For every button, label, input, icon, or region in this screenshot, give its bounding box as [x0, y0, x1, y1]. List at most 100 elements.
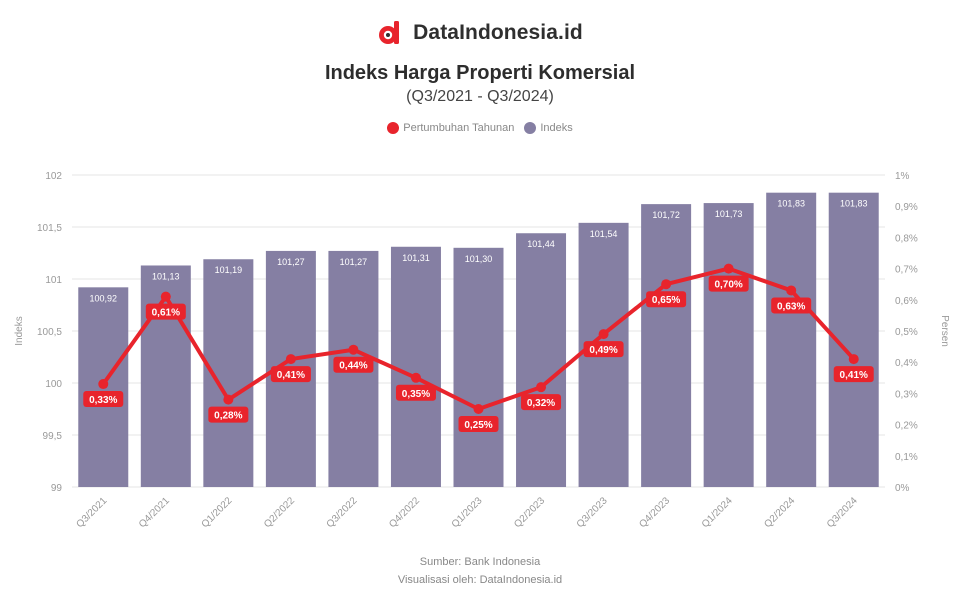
- line-label-box: [270, 366, 311, 383]
- y-left-tick-label: 102: [45, 171, 62, 182]
- x-tick-label: Q2/2023: [512, 495, 547, 530]
- line-value-label: 0,44%: [339, 361, 367, 372]
- y-right-tick-label: 0,4%: [895, 358, 918, 369]
- legend-label-growth: Pertumbuhan Tahunan: [403, 122, 515, 134]
- x-tick-label: Q4/2021: [137, 495, 172, 530]
- y-right-tick-label: 0,1%: [895, 452, 918, 463]
- brand-name: DataIndonesia.id: [413, 21, 583, 44]
- line-label-box: [395, 384, 436, 401]
- line-label-box: [646, 291, 687, 308]
- y-right-tick-label: 0,2%: [895, 421, 918, 432]
- legend-swatch-index: [524, 122, 537, 134]
- line-point: [285, 354, 296, 365]
- legend-swatch-growth: [387, 122, 400, 134]
- legend-item-index[interactable]: Indeks: [524, 122, 573, 134]
- bar-value-label: 101,83: [840, 199, 868, 209]
- line-point: [223, 394, 234, 405]
- bar-value-label: 101,19: [215, 265, 243, 275]
- y-right-tick-label: 0,3%: [895, 389, 918, 400]
- line-value-label: 0,41%: [840, 370, 868, 381]
- x-tick-label: Q2/2022: [262, 495, 297, 530]
- x-tick-label: Q3/2021: [74, 495, 109, 530]
- y-right-tick-label: 0,8%: [895, 233, 918, 244]
- y-right-tick-label: 1%: [895, 171, 910, 182]
- bar: [140, 265, 191, 487]
- line-point: [848, 354, 859, 365]
- line-label-box: [708, 275, 749, 292]
- line-label-box: [771, 297, 812, 314]
- y-right-tick-label: 0,9%: [895, 202, 918, 213]
- line-label-box: [333, 356, 374, 373]
- bar-value-label: 101,31: [402, 253, 430, 263]
- bar: [641, 204, 692, 487]
- line-point: [536, 382, 547, 393]
- x-tick-label: Q3/2023: [575, 495, 610, 530]
- line-value-label: 0,28%: [214, 411, 242, 422]
- line-label-box: [521, 394, 562, 411]
- line-label-box: [458, 416, 499, 432]
- line-label-box: [833, 366, 874, 383]
- y-right-tick-label: 0%: [895, 483, 910, 494]
- line-value-label: 0,49%: [589, 345, 617, 356]
- brand-logo-icon: [379, 21, 400, 44]
- bar-value-label: 101,13: [152, 271, 180, 281]
- bar-value-label: 101,27: [340, 257, 368, 267]
- line-point: [348, 344, 359, 355]
- line-point: [473, 404, 484, 414]
- y-left-tick-label: 100,5: [37, 327, 62, 338]
- brand-header: DataIndonesia.id: [0, 20, 960, 46]
- source-line: Sumber: Bank Indonesia: [419, 556, 541, 568]
- legend-label-index: Indeks: [540, 122, 573, 134]
- bar-value-label: 101,72: [652, 210, 680, 220]
- y-left-tick-label: 99: [51, 483, 63, 494]
- x-tick-label: Q1/2023: [450, 495, 485, 530]
- line-label-box: [145, 303, 186, 320]
- bar: [516, 233, 567, 487]
- line-value-label: 0,63%: [777, 301, 805, 312]
- line-point: [661, 279, 672, 290]
- bar-value-label: 101,54: [590, 229, 618, 239]
- line-point: [723, 263, 734, 274]
- line-value-label: 0,25%: [464, 420, 492, 431]
- chart-subtitle: (Q3/2021 - Q3/2024): [406, 88, 554, 105]
- y-right-tick-label: 0,7%: [895, 265, 918, 276]
- line-value-label: 0,41%: [277, 370, 305, 381]
- x-tick-label: Q3/2024: [825, 495, 860, 530]
- bar-value-label: 101,27: [277, 257, 305, 267]
- bar-value-label: 100,92: [90, 293, 118, 303]
- y-left-tick-label: 100: [45, 379, 62, 390]
- x-tick-label: Q4/2023: [637, 495, 672, 530]
- line-point: [598, 329, 609, 340]
- line-point: [98, 379, 109, 390]
- chart-title: Indeks Harga Properti Komersial: [324, 62, 636, 84]
- line-value-label: 0,33%: [89, 395, 117, 406]
- credit-line: Visualisasi oleh: DataIndonesia.id: [397, 574, 563, 586]
- chart-legend: Pertumbuhan Tahunan Indeks: [0, 122, 960, 134]
- bar: [390, 246, 441, 487]
- y-left-tick-label: 101: [45, 275, 62, 286]
- bar: [766, 192, 817, 487]
- line-point: [786, 285, 797, 296]
- bar: [453, 247, 504, 487]
- bar-value-label: 101,73: [715, 209, 743, 219]
- line-value-label: 0,70%: [714, 280, 742, 291]
- bar: [703, 203, 754, 487]
- x-tick-label: Q1/2024: [700, 495, 735, 530]
- line-label-box: [83, 391, 124, 408]
- x-tick-label: Q4/2022: [387, 495, 422, 530]
- line-value-label: 0,32%: [527, 398, 555, 409]
- y-right-tick-label: 0,5%: [895, 327, 918, 338]
- line-value-label: 0,61%: [152, 308, 180, 319]
- bar-value-label: 101,44: [527, 239, 555, 249]
- y-left-tick-label: 101,5: [37, 223, 62, 234]
- bar-value-label: 101,30: [465, 254, 493, 264]
- line-label-box: [583, 341, 624, 358]
- x-tick-label: Q3/2022: [325, 495, 360, 530]
- line-point: [160, 291, 171, 302]
- line-point: [410, 372, 421, 383]
- bar-value-label: 101,83: [777, 199, 805, 209]
- y-right-tick-label: 0,6%: [895, 296, 918, 307]
- line-value-label: 0,35%: [402, 389, 430, 400]
- x-tick-label: Q1/2022: [200, 495, 235, 530]
- legend-item-growth[interactable]: Pertumbuhan Tahunan: [387, 122, 514, 134]
